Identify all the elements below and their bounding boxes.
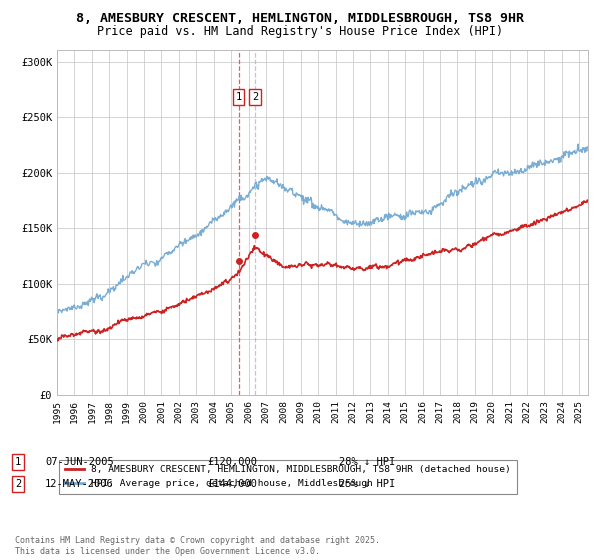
Text: 25% ↓ HPI: 25% ↓ HPI (339, 479, 395, 489)
Text: 8, AMESBURY CRESCENT, HEMLINGTON, MIDDLESBROUGH, TS8 9HR: 8, AMESBURY CRESCENT, HEMLINGTON, MIDDLE… (76, 12, 524, 25)
Text: £120,000: £120,000 (207, 457, 257, 467)
Text: £144,000: £144,000 (207, 479, 257, 489)
Text: 2: 2 (252, 92, 258, 102)
Point (234, 257, 244, 266)
Text: Contains HM Land Registry data © Crown copyright and database right 2025.
This d: Contains HM Land Registry data © Crown c… (15, 536, 380, 556)
Text: 07-JUN-2005: 07-JUN-2005 (45, 457, 114, 467)
Text: 2: 2 (15, 479, 21, 489)
Text: Price paid vs. HM Land Registry's House Price Index (HPI): Price paid vs. HM Land Registry's House … (97, 25, 503, 38)
Text: 12-MAY-2006: 12-MAY-2006 (45, 479, 114, 489)
Text: 28% ↓ HPI: 28% ↓ HPI (339, 457, 395, 467)
Legend: 8, AMESBURY CRESCENT, HEMLINGTON, MIDDLESBROUGH, TS8 9HR (detached house), HPI: : 8, AMESBURY CRESCENT, HEMLINGTON, MIDDLE… (59, 460, 517, 494)
Text: 1: 1 (236, 92, 242, 102)
Text: 1: 1 (15, 457, 21, 467)
Point (250, 230, 260, 239)
